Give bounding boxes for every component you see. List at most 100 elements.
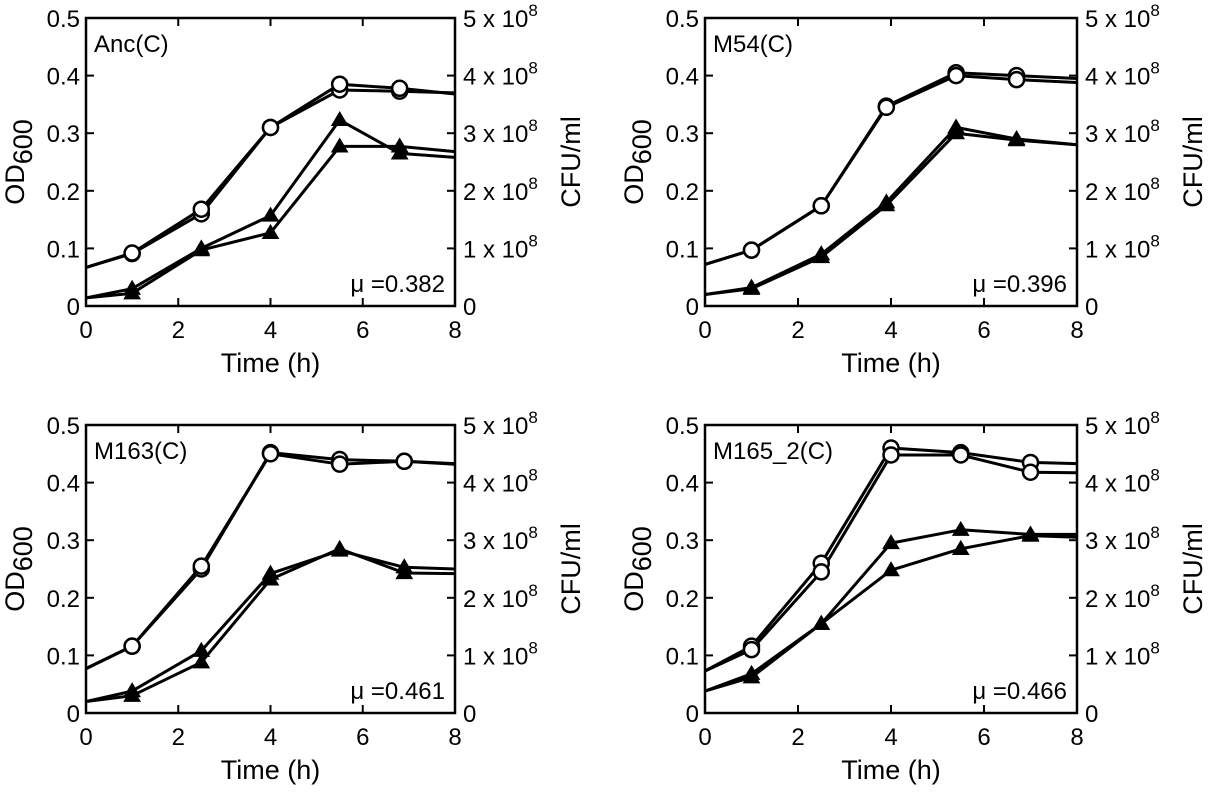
- growth-rate-label: μ =0.461: [350, 678, 445, 705]
- y-right-tick-base: 1 x 10: [1085, 236, 1150, 263]
- y-axis-label-main: OD: [0, 571, 30, 612]
- y-right-tick-label: 5 x 108: [463, 408, 538, 440]
- y-right-tick-exponent: 8: [1150, 466, 1159, 485]
- y-right-tick-label: 4 x 108: [1085, 59, 1160, 91]
- y-tick-label: 0.4: [47, 471, 80, 498]
- y-right-tick-exponent: 8: [528, 523, 537, 542]
- data-point-triangle: [951, 520, 970, 536]
- y-right-tick-base: 1 x 10: [1085, 643, 1150, 670]
- y-right-tick-base: 4 x 10: [463, 64, 528, 91]
- data-point-triangle: [330, 110, 349, 127]
- y-right-tick-exponent: 8: [1150, 174, 1159, 193]
- y-right-tick-base: 2 x 10: [1085, 586, 1150, 613]
- y-right-tick-exponent: 8: [528, 581, 537, 600]
- x-tick-label: 8: [1070, 317, 1083, 344]
- y-right-tick-exponent: 8: [528, 466, 537, 485]
- data-point-triangle: [123, 686, 141, 702]
- data-point-circle: [192, 557, 211, 575]
- x-tick-label: 8: [1070, 724, 1083, 751]
- data-point-triangle: [123, 279, 141, 295]
- y-right-tick-label: 0: [463, 294, 476, 321]
- y-tick-label: 0.4: [47, 64, 80, 91]
- data-point-triangle: [330, 539, 349, 555]
- y-axis-label-subscript: 600: [627, 526, 657, 571]
- y-tick-label: 0: [686, 701, 699, 728]
- x-axis-label: Time (h): [841, 348, 941, 378]
- series-line-1: [86, 88, 455, 269]
- y-right-tick-label: 4 x 108: [463, 466, 538, 498]
- data-point-triangle: [390, 144, 409, 160]
- y-right-tick-exponent: 8: [1150, 523, 1159, 542]
- y-axis-label-left: OD600: [619, 526, 657, 612]
- data-point-triangle: [261, 223, 280, 239]
- y-axis-label-main: OD: [619, 571, 649, 612]
- y-right-tick-label: 4 x 108: [1085, 466, 1160, 498]
- data-point-circle: [1007, 70, 1026, 89]
- panel-title: M54(C): [713, 31, 793, 58]
- data-point-triangle: [812, 248, 831, 264]
- data-point-circle: [261, 445, 280, 463]
- y-right-tick-exponent: 8: [1150, 116, 1159, 135]
- data-point-triangle: [395, 564, 414, 580]
- y-right-tick-exponent: 8: [1150, 581, 1159, 600]
- data-point-circle: [261, 118, 280, 137]
- y-right-tick-label: 2 x 108: [463, 581, 538, 613]
- y-right-tick-base: 3 x 10: [1085, 121, 1150, 148]
- y-right-tick-exponent: 8: [1150, 1, 1159, 20]
- x-tick-label: 8: [448, 724, 461, 751]
- x-tick-label: 2: [791, 724, 804, 751]
- y-axis-label-subscript: 600: [8, 119, 38, 164]
- series-line-3: [705, 528, 1077, 693]
- x-tick-label: 0: [79, 317, 92, 344]
- y-right-tick-base: 1 x 10: [463, 643, 528, 670]
- x-tick-label: 2: [172, 317, 185, 344]
- y-axis-label-subscript: 600: [627, 119, 657, 164]
- y-right-tick-exponent: 8: [528, 1, 537, 20]
- growth-rate-label: μ =0.382: [350, 271, 445, 298]
- x-axis-label: Time (h): [221, 755, 321, 785]
- data-point-circle: [395, 452, 414, 471]
- y-tick-label: 0.2: [666, 179, 699, 206]
- data-point-circle: [952, 446, 970, 464]
- y-right-tick-label: 3 x 108: [463, 523, 538, 555]
- data-point-triangle: [192, 653, 211, 669]
- y-right-tick-base: 5 x 10: [463, 6, 528, 33]
- y-right-tick-exponent: 8: [528, 174, 537, 193]
- y-right-tick-base: 1 x 10: [463, 236, 528, 263]
- data-point-triangle: [261, 206, 280, 222]
- y-tick-label: 0.5: [666, 413, 699, 440]
- y-right-tick-exponent: 8: [1150, 59, 1159, 78]
- y-right-tick-exponent: 8: [1150, 231, 1159, 250]
- y-tick-label: 0.1: [47, 236, 80, 263]
- data-point-circle: [947, 66, 965, 85]
- y-right-tick-exponent: 8: [528, 638, 537, 657]
- y-axis-label-main: OD: [619, 164, 649, 205]
- y-tick-label: 0.1: [666, 236, 699, 263]
- y-right-tick-exponent: 8: [1150, 408, 1159, 427]
- y-tick-label: 0: [67, 294, 80, 321]
- y-axis-label-right: CFU/ml: [1178, 116, 1208, 207]
- y-right-tick-base: 5 x 10: [463, 413, 528, 440]
- y-right-tick-base: 0: [1085, 294, 1098, 321]
- y-tick-label: 0.1: [47, 643, 80, 670]
- growth-rate-label: μ =0.466: [972, 678, 1067, 705]
- y-tick-label: 0.2: [666, 586, 699, 613]
- data-point-triangle: [742, 279, 761, 295]
- data-point-circle: [877, 98, 896, 117]
- x-tick-label: 6: [356, 317, 369, 344]
- data-point-triangle: [261, 570, 280, 586]
- x-tick-label: 6: [977, 317, 990, 344]
- y-tick-label: 0: [67, 701, 80, 728]
- y-right-tick-exponent: 8: [528, 116, 537, 135]
- y-right-tick-label: 3 x 108: [463, 116, 538, 148]
- data-point-circle: [390, 79, 409, 98]
- data-point-triangle: [877, 196, 896, 212]
- data-point-triangle: [882, 561, 900, 577]
- y-tick-label: 0.2: [47, 179, 80, 206]
- y-right-tick-exponent: 8: [1150, 638, 1159, 657]
- y-right-tick-base: 3 x 10: [1085, 528, 1150, 555]
- y-right-tick-base: 2 x 10: [463, 586, 528, 613]
- y-right-tick-label: 3 x 108: [1085, 116, 1160, 148]
- y-right-tick-base: 2 x 10: [463, 179, 528, 206]
